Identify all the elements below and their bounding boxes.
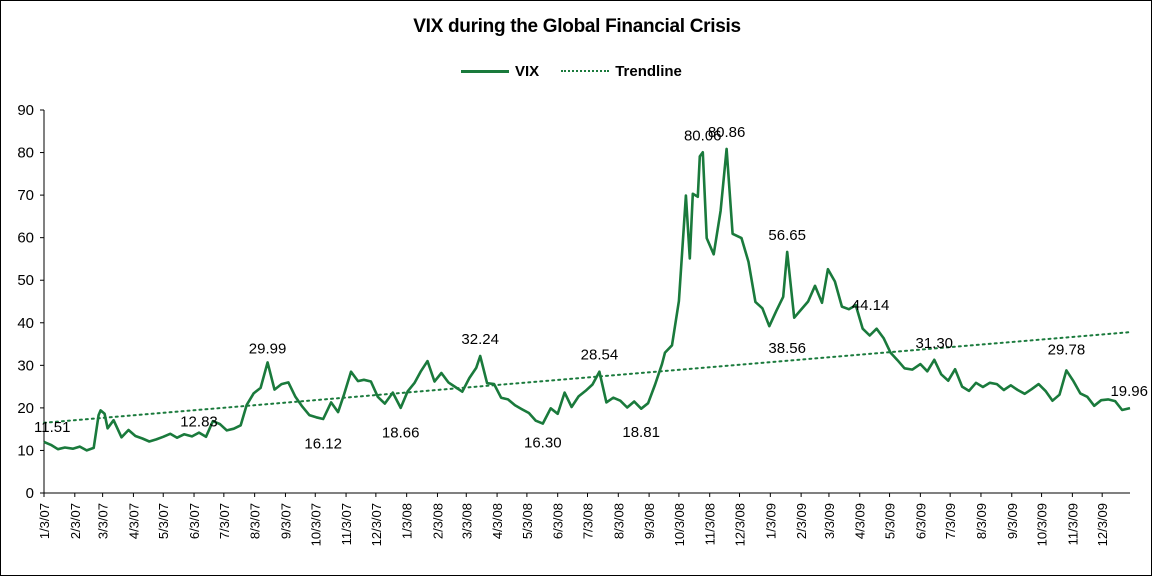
x-tick-label: 9/3/08 [642, 503, 657, 539]
x-tick-label: 8/3/08 [611, 503, 626, 539]
x-tick-label: 7/3/09 [943, 503, 958, 539]
y-tick-label: 0 [26, 485, 34, 502]
data-label: 29.78 [1048, 341, 1086, 358]
x-tick-label: 12/3/07 [369, 503, 384, 546]
x-tick-label: 11/3/08 [703, 503, 718, 545]
x-tick-label: 11/3/09 [1065, 503, 1080, 545]
x-tick-label: 12/3/09 [1095, 503, 1110, 546]
legend-label-vix: VIX [515, 62, 540, 80]
x-tick-label: 3/3/09 [822, 503, 837, 539]
y-tick-label: 50 [17, 272, 34, 289]
x-tick-label: 3/3/07 [96, 503, 111, 539]
y-tick-label: 40 [17, 315, 34, 332]
data-label: 28.54 [581, 347, 619, 364]
data-label: 18.66 [382, 425, 420, 442]
y-tick-label: 70 [17, 187, 34, 204]
x-tick-label: 12/3/08 [733, 503, 748, 546]
x-tick-label: 7/3/07 [217, 503, 232, 539]
y-tick-label: 10 [17, 442, 34, 459]
vix-series-line [43, 147, 1131, 452]
x-tick-label: 3/3/08 [459, 503, 474, 539]
x-tick-label: 6/3/07 [187, 503, 202, 539]
data-label: 32.24 [461, 331, 499, 348]
legend-swatch-vix [461, 69, 509, 73]
data-label: 16.30 [524, 435, 562, 452]
x-tick-label: 5/3/07 [156, 503, 171, 539]
x-tick-label: 10/3/07 [308, 503, 323, 546]
x-tick-label: 9/3/09 [1005, 503, 1020, 539]
x-tick-label: 10/3/09 [1035, 503, 1050, 546]
y-tick-label: 80 [17, 145, 34, 162]
x-tick-label: 8/3/09 [974, 503, 989, 539]
x-tick-label: 2/3/08 [430, 503, 445, 539]
y-tick-label: 20 [17, 400, 34, 417]
y-tick-label: 90 [17, 102, 34, 119]
data-label: 38.56 [768, 340, 806, 357]
chart-title: VIX during the Global Financial Crisis [413, 16, 741, 37]
y-tick-label: 60 [17, 230, 34, 247]
x-tick-label: 4/3/07 [126, 503, 141, 539]
chart-legend: VIX Trendline [461, 61, 704, 81]
x-tick-label: 5/3/08 [520, 503, 535, 539]
data-label: 56.65 [768, 227, 806, 244]
data-label: 11.51 [34, 419, 70, 436]
x-tick-label: 10/3/08 [672, 503, 687, 546]
x-tick-label: 8/3/07 [248, 503, 263, 539]
legend-label-trendline: Trendline [615, 62, 682, 80]
data-label: 44.14 [852, 297, 890, 314]
data-label: 18.81 [622, 424, 660, 441]
y-tick-label: 30 [17, 357, 34, 374]
x-tick-label: 1/3/07 [37, 503, 52, 539]
x-tick-label: 4/3/08 [490, 503, 505, 539]
x-tick-label: 2/3/07 [68, 503, 83, 539]
x-tick-label: 2/3/09 [794, 503, 809, 539]
x-tick-label: 7/3/08 [580, 503, 595, 539]
x-tick-label: 1/3/09 [763, 503, 778, 539]
data-label: 12.83 [180, 413, 218, 430]
x-tick-label: 6/3/09 [913, 503, 928, 539]
x-tick-label: 5/3/09 [883, 503, 898, 539]
data-label: 31.30 [915, 335, 953, 352]
data-label: 80.86 [708, 124, 746, 141]
data-label: 29.99 [249, 340, 287, 357]
data-label: 80.06 [684, 127, 722, 144]
trendline-series [43, 331, 1131, 424]
legend-swatch-trendline [561, 70, 610, 72]
legend-item-trendline: Trendline [561, 63, 682, 80]
x-tick-label: 6/3/08 [551, 503, 566, 539]
x-tick-label: 9/3/07 [278, 503, 293, 539]
data-label: 16.12 [304, 435, 342, 452]
x-tick-label: 4/3/09 [853, 503, 868, 539]
x-tick-label: 1/3/08 [400, 503, 415, 539]
legend-item-vix: VIX [461, 63, 539, 80]
x-tick-label: 11/3/07 [339, 503, 354, 545]
data-label: 19.96 [1110, 383, 1148, 400]
